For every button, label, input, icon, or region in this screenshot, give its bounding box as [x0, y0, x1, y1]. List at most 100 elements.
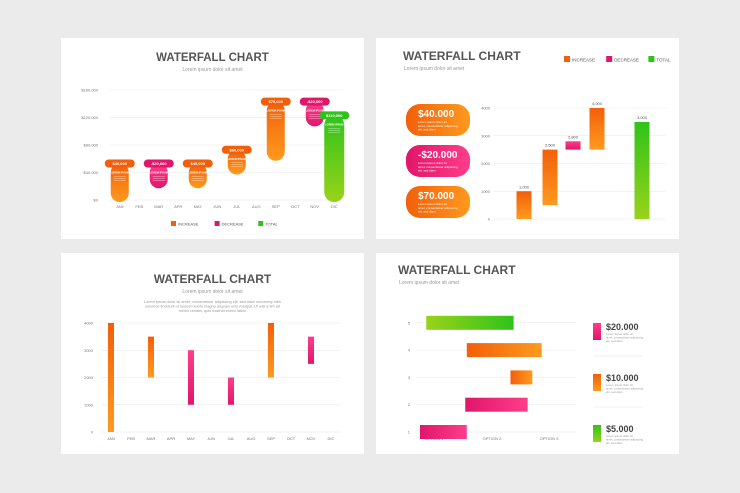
legend-label: INCREASE: [178, 222, 199, 227]
card-text: elit, sed diam: [606, 339, 623, 343]
bar-value-label: 2,500: [545, 143, 556, 148]
card-text: amet, consectetuer adipiscing: [418, 124, 458, 128]
x-tick-label: SEP: [267, 436, 275, 441]
card-value: -$20.000: [418, 150, 458, 161]
bar-value-label: 2,800: [568, 134, 579, 139]
waterfall-capsule: [305, 101, 324, 127]
legend-swatch: [214, 221, 220, 226]
chart-paragraph: Lorem ipsum dolor sit amet, consectetuer…: [144, 300, 281, 304]
horizontal-waterfall-chart: WATERFALL CHART Lorem ipsum dolor sit ame…: [398, 263, 643, 445]
waterfall-bar: [634, 121, 650, 219]
waterfall-bar: [188, 350, 194, 405]
waterfall-panel-horizontal: WATERFALL CHART Lorem ipsum dolor sit ame…: [376, 253, 679, 454]
x-tick-label: MAR: [154, 204, 163, 209]
bar-value-label: $40,000: [191, 161, 206, 166]
waterfall-bar: [308, 336, 314, 364]
y-tick-label: 3000: [84, 348, 94, 353]
y-tick-label: 1: [408, 430, 411, 435]
x-tick-label: JAN: [107, 436, 115, 441]
horizontal-bar: [465, 397, 528, 412]
bar-value-label: $70,000: [269, 99, 284, 104]
monthly-waterfall-chart: WATERFALL CHART Lorem ipsum dolor sit ame…: [81, 52, 350, 227]
waterfall-bar: [565, 141, 581, 150]
y-tick-label: 3: [408, 375, 411, 380]
waterfall-bar: [108, 323, 114, 432]
card-text: Lorem ipsum dolor sit: [418, 120, 447, 124]
y-tick-label: $120,000: [81, 115, 98, 120]
value-pill: [260, 97, 291, 106]
waterfall-bar: [228, 377, 234, 405]
x-tick-label: FEB: [127, 436, 135, 441]
y-tick-label: 2000: [84, 375, 94, 380]
value-card: [406, 186, 470, 218]
card-marker: [593, 374, 601, 391]
card-value: $20.000: [606, 322, 639, 332]
bar-value-label: -$20,000: [307, 99, 324, 104]
bar-value-label: $110,000: [326, 113, 343, 118]
y-tick-label: $0: [94, 198, 99, 203]
y-tick-label: 1000: [84, 402, 94, 407]
horizontal-bar: [420, 425, 467, 439]
bar-value-label: 4,000: [592, 101, 603, 106]
chart-subtitle: Lorem ipsum dolor sit amet: [399, 280, 460, 286]
card-text: elit, sed diam: [606, 441, 623, 445]
legend-label: TOTAL: [656, 58, 671, 63]
x-tick-label: MAY: [187, 436, 196, 441]
card-text: Lorem ipsum dolor sit: [606, 332, 633, 336]
waterfall-capsule: [149, 163, 168, 189]
x-tick-label: JUN: [213, 204, 221, 209]
bar-note: LOREM IPSUM: [150, 171, 168, 175]
bar-value-label: -$20,000: [151, 161, 168, 166]
cards-waterfall-chart: WATERFALL CHART Lorem ipsum dolor sit ame…: [403, 49, 671, 222]
card-text: amet, consectetuer adipiscing: [606, 336, 643, 340]
value-pill: [104, 159, 135, 168]
value-pill: [143, 159, 174, 168]
thin-bar-waterfall-chart: WATERFALL CHART Lorem ipsum dolor sit ame…: [84, 272, 341, 441]
x-tick-label: OPTION 2: [483, 436, 502, 441]
x-tick-label: FEB: [135, 204, 143, 209]
x-tick-label: MAY: [194, 204, 203, 209]
horizontal-bar: [466, 343, 542, 358]
card-text: amet, consectetuer adipiscing: [418, 206, 458, 210]
card-value: $10.000: [606, 373, 639, 383]
x-tick-label: AUG: [247, 436, 256, 441]
y-tick-label: $40,000: [84, 170, 99, 175]
legend-swatch: [564, 56, 570, 62]
card-text: Lorem ipsum dolor sit: [606, 383, 633, 387]
chart-subtitle: Lorem ipsum dolor sit amet: [182, 289, 243, 295]
chart-title: WATERFALL CHART: [403, 49, 521, 63]
card-value: $40.000: [418, 109, 455, 120]
value-pill: [319, 111, 350, 120]
x-tick-label: SEP: [272, 204, 280, 209]
waterfall-panel-monthly: WATERFALL CHART Lorem ipsum dolor sit ame…: [61, 38, 364, 239]
y-tick-label: 4: [408, 348, 411, 353]
chart-subtitle: Lorem ipsum dolor sit amet: [404, 66, 465, 72]
legend-label: INCREASE: [572, 58, 595, 63]
bar-value-label: 3,000: [637, 115, 648, 120]
x-tick-label: APR: [174, 204, 182, 209]
y-tick-label: $80,000: [84, 143, 99, 148]
bar-value-label: $40,000: [113, 161, 128, 166]
horizontal-bar: [426, 315, 514, 330]
y-tick-label: 3000: [481, 133, 491, 138]
waterfall-panel-cards: WATERFALL CHART Lorem ipsum dolor sit ame…: [376, 38, 679, 239]
bar-note: LOREM IPSUM: [325, 122, 343, 126]
legend-label: TOTAL: [265, 222, 278, 227]
card-text: Lorem ipsum dolor sit: [606, 434, 633, 438]
waterfall-capsule: [324, 115, 345, 202]
waterfall-bar: [542, 149, 558, 206]
bar-note: LOREM IPSUM: [189, 171, 207, 175]
chart-title: WATERFALL CHART: [154, 272, 272, 286]
bar-note: LOREM IPSUM: [111, 171, 129, 175]
card-text: elit, sed diam: [606, 390, 623, 394]
legend-swatch: [648, 56, 655, 62]
card-text: elit, sed diam: [418, 210, 436, 214]
y-tick-label: 5: [408, 320, 411, 325]
bar-note: LOREM IPSUM: [306, 109, 324, 113]
horizontal-bar: [510, 370, 533, 385]
y-tick-label: 4000: [481, 106, 491, 111]
x-tick-label: JUL: [233, 204, 241, 209]
x-tick-label: AUG: [252, 204, 261, 209]
card-text: amet, consectetuer adipiscing: [606, 387, 643, 391]
waterfall-bar: [268, 323, 274, 378]
